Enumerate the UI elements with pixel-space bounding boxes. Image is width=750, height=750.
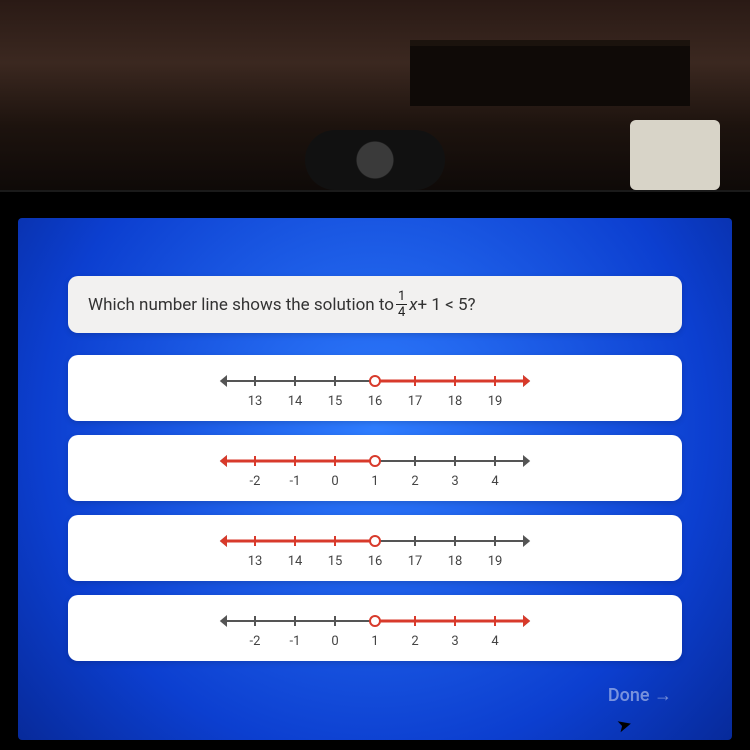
fraction: 1 4 xyxy=(396,290,407,319)
tick-label: -1 xyxy=(290,474,301,489)
laptop-screen: Which number line shows the solution to … xyxy=(18,218,732,740)
tick-label: 13 xyxy=(248,394,263,409)
tick-label: 2 xyxy=(411,634,418,649)
tick-label: 16 xyxy=(368,554,383,569)
option-1[interactable]: 13 14 15 16 17 18 19 xyxy=(68,355,682,421)
tick-label: 13 xyxy=(248,554,263,569)
open-circle xyxy=(370,376,380,386)
cursor-icon: ➤ xyxy=(614,713,634,737)
fraction-numerator: 1 xyxy=(396,290,407,305)
photo-frame: Which number line shows the solution to … xyxy=(0,0,750,750)
tick-label: 15 xyxy=(328,554,343,569)
tick-label: 16 xyxy=(368,394,383,409)
shelf xyxy=(410,40,690,106)
tick-label: 4 xyxy=(491,634,499,649)
open-circle xyxy=(370,456,380,466)
tick-label: 15 xyxy=(328,394,343,409)
tick-label: 0 xyxy=(331,634,338,649)
question-text: Which number line shows the solution to … xyxy=(68,276,682,333)
number-line: -2 -1 0 1 2 3 4 xyxy=(205,445,545,491)
variable-x: x xyxy=(409,295,417,315)
tick-label: -1 xyxy=(290,634,301,649)
tick-label: -2 xyxy=(250,634,261,649)
options-list: 13141516171819 -2-101234 13141516171819 … xyxy=(68,355,682,661)
tick-label: 17 xyxy=(408,554,423,569)
option-2[interactable]: -2 -1 0 1 2 3 4 xyxy=(68,435,682,501)
tick-label: 19 xyxy=(488,554,503,569)
tick-label: 18 xyxy=(448,554,463,569)
done-button[interactable]: Done → xyxy=(608,685,672,706)
question-panel: Which number line shows the solution to … xyxy=(68,276,682,661)
webcam xyxy=(305,130,445,190)
tick-label: -2 xyxy=(250,474,261,489)
tick-label: 4 xyxy=(491,474,499,489)
tick-label: 0 xyxy=(331,474,338,489)
tick-label: 2 xyxy=(411,474,418,489)
fraction-denominator: 4 xyxy=(398,305,405,319)
tick-label: 3 xyxy=(451,634,458,649)
number-line: 13 14 15 16 17 18 19 xyxy=(205,525,545,571)
option-3[interactable]: 13 14 15 16 17 18 19 xyxy=(68,515,682,581)
tick-label: 19 xyxy=(488,394,503,409)
question-prefix: Which number line shows the solution to xyxy=(88,295,394,315)
option-4[interactable]: -2 -1 0 1 2 3 4 xyxy=(68,595,682,661)
open-circle xyxy=(370,616,380,626)
open-circle xyxy=(370,536,380,546)
tick-label: 3 xyxy=(451,474,458,489)
tick-label: 1 xyxy=(371,474,378,489)
cup xyxy=(630,120,720,190)
tick-label: 14 xyxy=(288,554,303,569)
number-line: 13 14 15 16 17 18 19 xyxy=(205,365,545,411)
tick-label: 17 xyxy=(408,394,423,409)
tick-label: 18 xyxy=(448,394,463,409)
number-line: -2 -1 0 1 2 3 4 xyxy=(205,605,545,651)
tick-label: 14 xyxy=(288,394,303,409)
question-suffix: + 1 < 5? xyxy=(417,295,475,315)
tick-label: 1 xyxy=(371,634,378,649)
